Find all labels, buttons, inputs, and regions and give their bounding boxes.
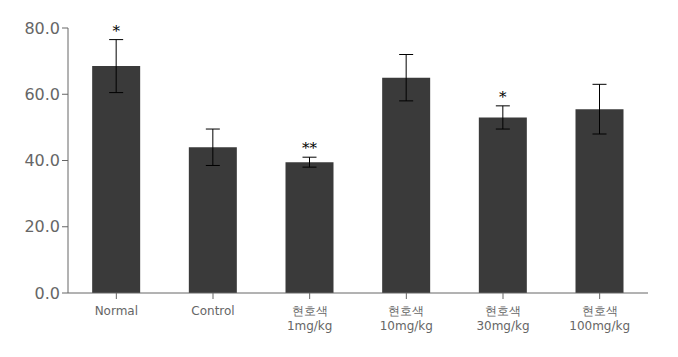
svg-text:현호색10mg/kg: 현호색10mg/kg [380,304,433,333]
svg-text:*: * [499,88,507,106]
svg-text:80.0: 80.0 [24,19,60,38]
svg-text:0.0: 0.0 [35,284,60,303]
svg-text:현호색1mg/kg: 현호색1mg/kg [287,304,333,333]
svg-text:60.0: 60.0 [24,85,60,104]
svg-text:현호색100mg/kg: 현호색100mg/kg [569,304,630,333]
svg-text:**: ** [302,139,318,157]
svg-text:Control: Control [191,304,234,318]
svg-text:20.0: 20.0 [24,217,60,236]
svg-text:Normal: Normal [95,304,138,318]
svg-text:40.0: 40.0 [24,151,60,170]
svg-text:현호색30mg/kg: 현호색30mg/kg [476,304,529,333]
svg-text:*: * [112,22,120,40]
